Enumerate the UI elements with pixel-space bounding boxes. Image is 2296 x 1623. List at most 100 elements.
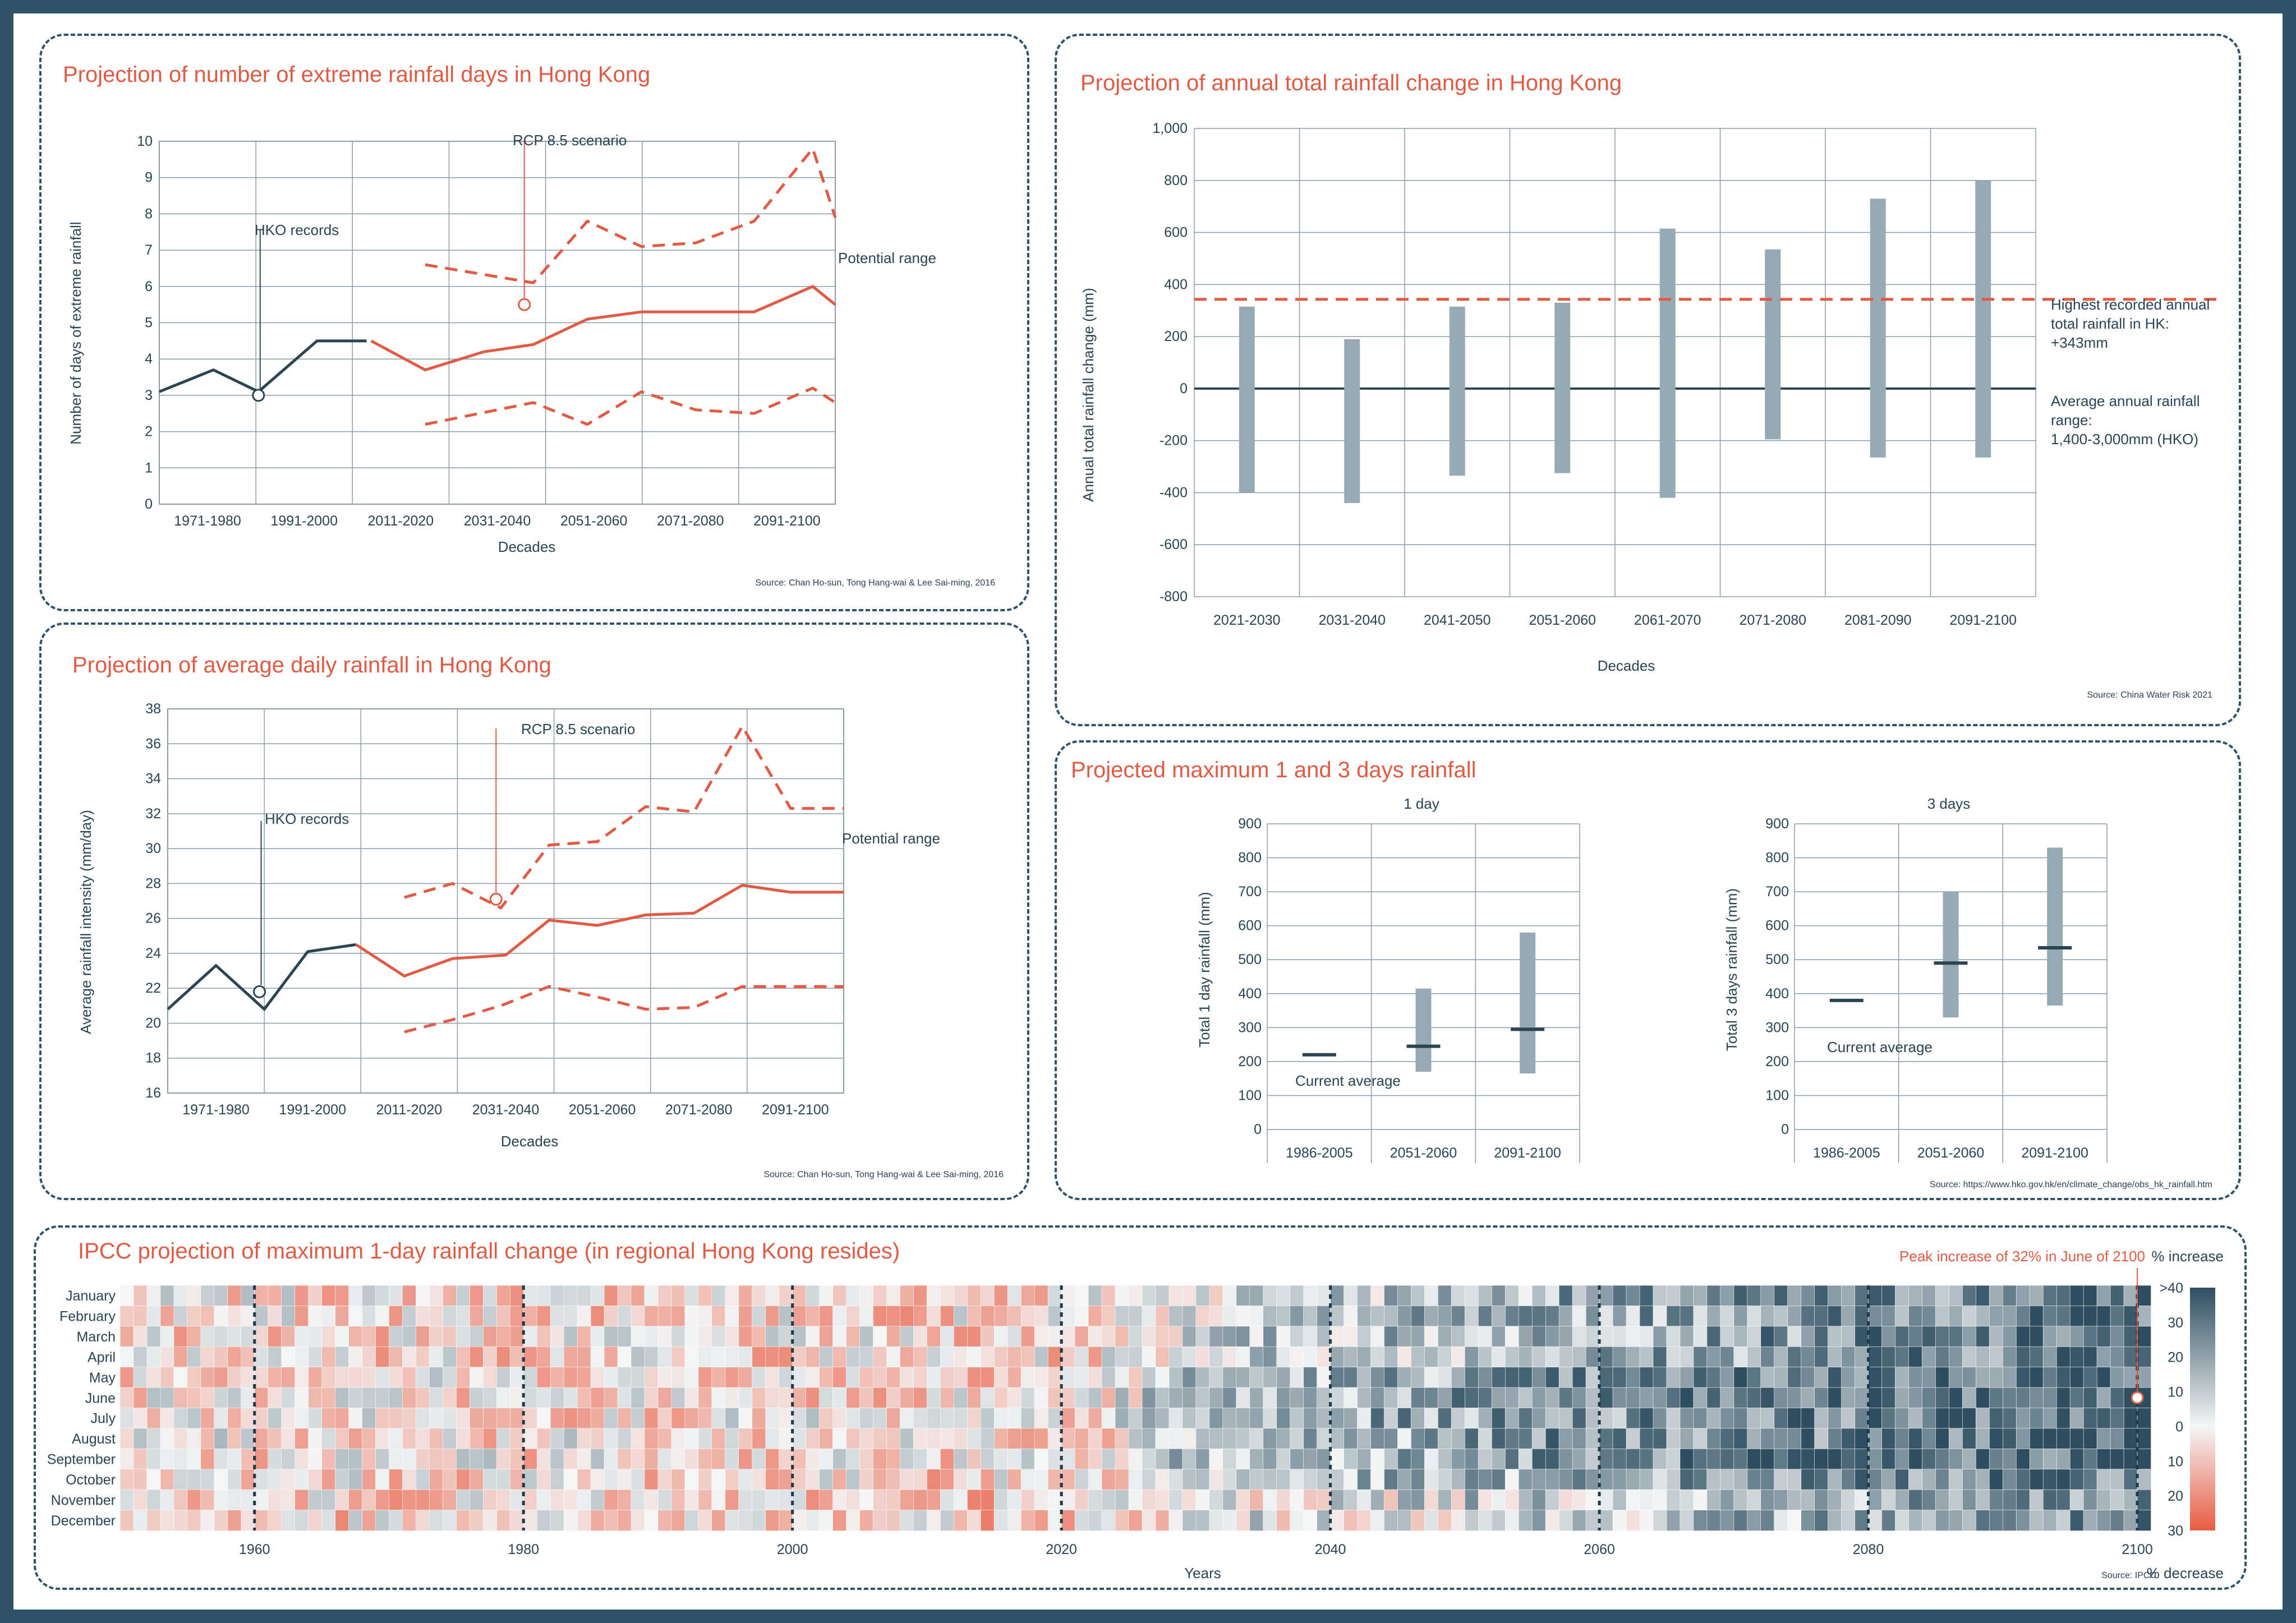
heatmap-cell [1653, 1306, 1667, 1327]
heatmap-cell [281, 1489, 296, 1511]
heatmap-cell [886, 1346, 901, 1368]
heatmap-cell [1828, 1408, 1842, 1429]
heatmap-cell [1558, 1285, 1573, 1307]
heatmap-cell [1236, 1469, 1250, 1491]
heatmap-cell [1357, 1469, 1372, 1491]
heatmap-cell [1088, 1346, 1102, 1368]
heatmap-cell [1088, 1367, 1102, 1388]
heatmap-cell [698, 1346, 712, 1368]
heatmap-cell [886, 1285, 901, 1307]
heatmap-cell [859, 1367, 874, 1388]
x-tick-label: 2081-2090 [1844, 612, 1912, 628]
x-tick-label: 2091-2100 [762, 1102, 829, 1118]
heatmap-cell [913, 1326, 928, 1348]
heatmap-cell [1290, 1326, 1304, 1348]
heatmap-cell [1908, 1428, 1923, 1450]
heatmap-cell [1976, 1285, 1990, 1307]
heatmap-cell [416, 1326, 430, 1348]
x-tick-label: 2061-2070 [1634, 612, 1701, 628]
heatmap-cell [846, 1387, 861, 1409]
heatmap-cell [295, 1387, 309, 1409]
heatmap-cell [1101, 1387, 1116, 1409]
heatmap-cell [1666, 1408, 1681, 1429]
heatmap-cell [1195, 1306, 1210, 1327]
heatmap-cell [2042, 1346, 2058, 1368]
heatmap-cell [1706, 1408, 1721, 1429]
heatmap-cell [617, 1489, 632, 1511]
heatmap-cell [832, 1306, 847, 1327]
heatmap-cell [1478, 1306, 1493, 1327]
heatmap-cell [1760, 1510, 1775, 1531]
heatmap-cell [1693, 1285, 1708, 1307]
ipcc-xlabel: Years [1184, 1565, 1221, 1581]
heatmap-cell [967, 1428, 982, 1450]
heatmap-cell [389, 1428, 403, 1450]
heatmap-cell [119, 1408, 134, 1429]
heatmap-cell [859, 1326, 874, 1348]
heatmap-cell [859, 1449, 874, 1470]
heatmap-cell [295, 1285, 309, 1307]
heatmap-cell [1249, 1367, 1264, 1388]
heatmap-cell [1760, 1489, 1775, 1511]
heatmap-cell [981, 1489, 995, 1511]
heatmap-cell [119, 1326, 134, 1348]
heatmap-cell [954, 1489, 968, 1511]
heatmap-cell [2110, 1387, 2124, 1409]
heatmap-cell [1249, 1306, 1264, 1327]
heatmap-cell [509, 1489, 524, 1511]
heatmap-cell [241, 1367, 255, 1388]
heatmap-cell [1061, 1367, 1076, 1388]
heatmap-cell [348, 1285, 363, 1307]
heatmap-cell [470, 1510, 484, 1531]
heatmap-cell [1572, 1367, 1587, 1388]
heatmap-cell [792, 1489, 807, 1511]
heatmap-cell [765, 1510, 780, 1531]
heatmap-cell [806, 1510, 820, 1531]
heatmap-cell [321, 1469, 336, 1491]
daily-rainfall-rcp-label: RCP 8.5 scenario [521, 721, 635, 737]
heatmap-cell [617, 1306, 632, 1327]
heatmap-cell [1263, 1510, 1277, 1531]
heatmap-cell [1989, 1428, 2004, 1450]
heatmap-cell [482, 1408, 498, 1429]
heatmap-cell [1922, 1306, 1936, 1327]
heatmap-cell [1209, 1428, 1223, 1450]
heatmap-cell [146, 1285, 161, 1307]
heatmap-cell [1047, 1449, 1062, 1470]
heatmap-cell [1989, 1510, 2004, 1531]
heatmap-cell [832, 1469, 847, 1491]
heatmap-cell [1612, 1408, 1627, 1429]
heatmap-cell [200, 1387, 215, 1409]
heatmap-cell [1680, 1367, 1694, 1388]
heatmap-cell [1438, 1449, 1452, 1470]
x-tick-label: 1980 [508, 1542, 539, 1557]
heatmap-cell [1438, 1408, 1452, 1429]
heatmap-cell [1303, 1489, 1318, 1511]
heatmap-cell [1020, 1428, 1036, 1450]
heatmap-cell [873, 1428, 887, 1450]
heatmap-cell [1908, 1367, 1923, 1388]
heatmap-cell [1639, 1346, 1654, 1368]
heatmap-cell [509, 1306, 524, 1327]
extreme-days-hko-label: HKO records [255, 222, 339, 238]
heatmap-cell [254, 1346, 269, 1368]
heatmap-cell [1061, 1346, 1076, 1368]
heatmap-cell [1828, 1469, 1842, 1491]
heatmap-cell [1787, 1428, 1802, 1450]
heatmap-cell [375, 1489, 390, 1511]
heatmap-cell [429, 1387, 444, 1409]
heatmap-cell [509, 1285, 524, 1307]
heatmap-cell [1491, 1387, 1506, 1409]
heatmap-cell [1706, 1346, 1721, 1368]
heatmap-cell [187, 1449, 201, 1470]
heatmap-cell [2083, 1489, 2098, 1511]
heatmap-cell [402, 1306, 417, 1327]
heatmap-cell [725, 1510, 739, 1531]
heatmap-cell [927, 1510, 941, 1531]
heatmap-cell [1438, 1346, 1452, 1368]
heatmap-cell [1343, 1408, 1358, 1429]
heatmap-cell [819, 1367, 834, 1388]
heatmap-cell [1397, 1285, 1412, 1307]
heatmap-cell [846, 1326, 861, 1348]
